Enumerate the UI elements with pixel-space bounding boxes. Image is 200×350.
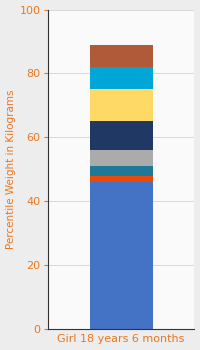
Bar [90, 166, 153, 176]
Bar [90, 182, 153, 329]
Bar [90, 67, 153, 89]
Bar [90, 150, 153, 166]
Bar [90, 45, 153, 67]
Bar [90, 89, 153, 121]
Y-axis label: Percentile Weight in Kilograms: Percentile Weight in Kilograms [6, 90, 16, 249]
Bar [90, 176, 153, 182]
Bar [90, 121, 153, 150]
